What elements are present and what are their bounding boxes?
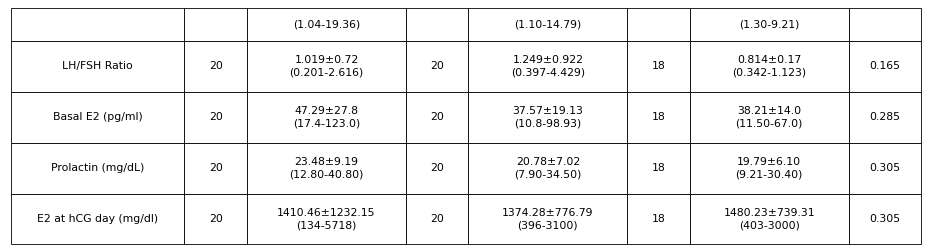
Bar [469,92,627,143]
Bar [469,194,627,244]
Bar [469,143,627,194]
Text: 47.29±27.8
(17.4-123.0): 47.29±27.8 (17.4-123.0) [293,106,360,129]
Bar [247,143,405,194]
Bar [405,194,469,244]
Text: 0.814±0.17
(0.342-1.123): 0.814±0.17 (0.342-1.123) [733,55,806,78]
Bar [185,143,247,194]
Text: 1.249±0.922
(0.397-4.429): 1.249±0.922 (0.397-4.429) [511,55,585,78]
Bar [405,41,469,92]
Text: E2 at hCG day (mg/dl): E2 at hCG day (mg/dl) [37,214,158,224]
Bar [627,41,690,92]
Bar [247,8,405,41]
Bar [11,92,185,143]
Text: 0.165: 0.165 [870,61,900,71]
Bar [405,143,469,194]
Text: 1410.46±1232.15
(134-5718): 1410.46±1232.15 (134-5718) [277,208,376,230]
Text: 19.79±6.10
(9.21-30.40): 19.79±6.10 (9.21-30.40) [735,157,802,179]
Bar [627,194,690,244]
Text: 0.305: 0.305 [870,163,900,173]
Text: 0.305: 0.305 [870,214,900,224]
Bar [247,194,405,244]
Bar [627,143,690,194]
Text: 1480.23±739.31
(403-3000): 1480.23±739.31 (403-3000) [723,208,815,230]
Text: (1.10-14.79): (1.10-14.79) [514,19,582,29]
Bar [627,8,690,41]
Bar [690,194,849,244]
Bar [849,143,921,194]
Bar [185,41,247,92]
Bar [690,8,849,41]
Text: 20: 20 [209,61,223,71]
Text: (1.04-19.36): (1.04-19.36) [293,19,360,29]
Bar [690,41,849,92]
Bar [11,8,185,41]
Text: 20.78±7.02
(7.90-34.50): 20.78±7.02 (7.90-34.50) [514,157,582,179]
Bar [405,92,469,143]
Text: 37.57±19.13
(10.8-98.93): 37.57±19.13 (10.8-98.93) [513,106,583,129]
Text: Basal E2 (pg/ml): Basal E2 (pg/ml) [53,112,143,122]
Bar [690,92,849,143]
Text: 20: 20 [431,163,444,173]
Text: 18: 18 [651,214,665,224]
Bar [690,143,849,194]
Text: 18: 18 [651,163,665,173]
Bar [247,41,405,92]
Text: 18: 18 [651,112,665,122]
Bar [247,92,405,143]
Text: 20: 20 [431,214,444,224]
Text: LH/FSH Ratio: LH/FSH Ratio [62,61,133,71]
Bar [11,41,185,92]
Text: (1.30-9.21): (1.30-9.21) [739,19,800,29]
Text: 1.019±0.72
(0.201-2.616): 1.019±0.72 (0.201-2.616) [289,55,363,78]
Text: 20: 20 [431,112,444,122]
Text: 1374.28±776.79
(396-3100): 1374.28±776.79 (396-3100) [502,208,594,230]
Bar [849,92,921,143]
Bar [469,41,627,92]
Bar [11,194,185,244]
Text: 18: 18 [651,61,665,71]
Text: 20: 20 [431,61,444,71]
Bar [185,8,247,41]
Bar [849,194,921,244]
Bar [405,8,469,41]
Bar [849,41,921,92]
Bar [627,92,690,143]
Text: 20: 20 [209,163,223,173]
Text: 0.285: 0.285 [870,112,900,122]
Text: Prolactin (mg/dL): Prolactin (mg/dL) [51,163,144,173]
Bar [469,8,627,41]
Bar [11,143,185,194]
Bar [849,8,921,41]
Text: 38.21±14.0
(11.50-67.0): 38.21±14.0 (11.50-67.0) [735,106,802,129]
Text: 23.48±9.19
(12.80-40.80): 23.48±9.19 (12.80-40.80) [289,157,363,179]
Bar [185,92,247,143]
Bar [185,194,247,244]
Text: 20: 20 [209,214,223,224]
Text: 20: 20 [209,112,223,122]
